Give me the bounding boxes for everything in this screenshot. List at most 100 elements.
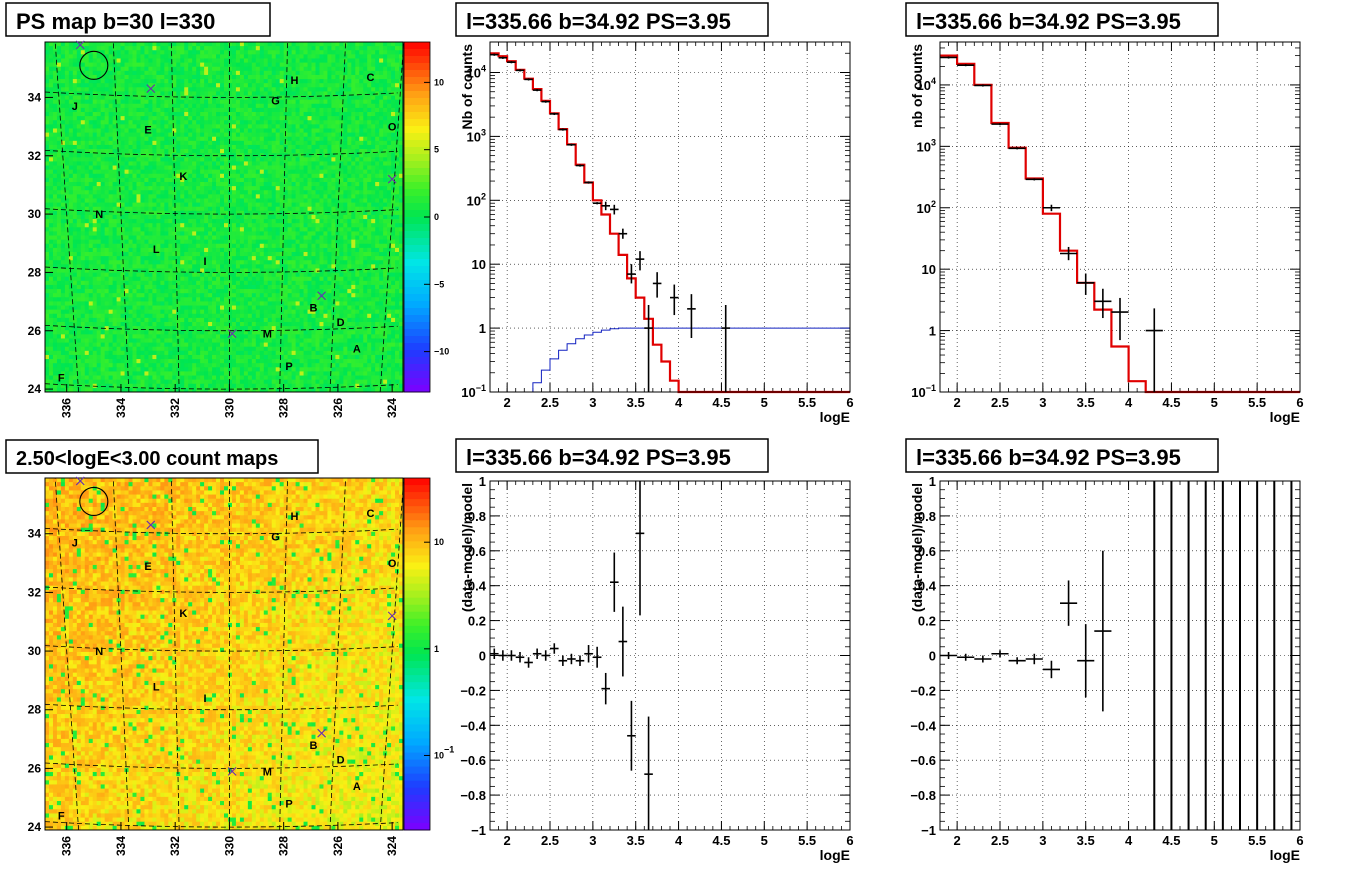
map-pixel [287, 219, 293, 224]
map-pixel [235, 107, 241, 113]
map-pixel [140, 58, 145, 63]
map-pixel [339, 231, 344, 236]
map-pixel [235, 264, 241, 269]
map-pixel [259, 223, 265, 228]
map-pixel [383, 128, 388, 133]
map-pixel [267, 223, 273, 228]
map-pixel [204, 235, 209, 241]
map-pixel [383, 66, 388, 72]
map-pixel [132, 190, 137, 195]
map-pixel [164, 177, 169, 183]
map-pixel [335, 235, 340, 241]
map-pixel [196, 202, 201, 208]
map-pixel [176, 103, 181, 109]
map-pixel [148, 194, 153, 199]
map-pixel [275, 198, 281, 203]
map-pixel [180, 256, 185, 261]
map-pixel [283, 42, 289, 47]
map-pixel [180, 177, 185, 183]
map-pixel [327, 190, 332, 195]
map-pixel [220, 103, 225, 109]
map-pixel [180, 91, 185, 96]
map-pixel [371, 256, 376, 261]
map-pixel [347, 149, 352, 154]
map-pixel [116, 182, 121, 187]
map-pixel [208, 128, 213, 133]
map-pixel [168, 214, 173, 220]
map-pixel [144, 256, 149, 261]
map-pixel [216, 231, 221, 236]
map-pixel [279, 161, 285, 166]
map-pixel [144, 87, 149, 92]
map-pixel [283, 87, 289, 92]
map-pixel [184, 46, 189, 51]
map-pixel [271, 190, 277, 195]
map-pixel [45, 62, 50, 68]
map-pixel [52, 99, 58, 105]
map-pixel [319, 116, 324, 121]
map-pixel [176, 194, 181, 199]
map-pixel [323, 239, 328, 245]
map-pixel [124, 87, 129, 92]
map-pixel [140, 227, 145, 232]
map-pixel [104, 194, 110, 199]
map-pixel [152, 239, 157, 245]
map-pixel [196, 74, 201, 80]
map-pixel [204, 165, 209, 171]
map-pixel [180, 54, 185, 59]
map-pixel [60, 116, 66, 121]
map-pixel [92, 116, 98, 121]
map-pixel [168, 95, 173, 101]
map-pixel [379, 140, 384, 146]
map-pixel [192, 144, 197, 150]
map-pixel [359, 46, 364, 51]
map-pixel [212, 99, 217, 105]
map-pixel [168, 124, 173, 129]
map-pixel [176, 136, 181, 142]
map-pixel [208, 79, 213, 84]
map-pixel [399, 66, 404, 72]
map-pixel [224, 235, 229, 241]
map-pixel [200, 54, 205, 59]
map-pixel [383, 144, 388, 150]
map-pixel [140, 112, 145, 117]
map-pixel [208, 210, 213, 216]
map-pixel [72, 206, 78, 212]
map-pixel [363, 116, 368, 121]
map-pixel [295, 243, 300, 249]
map-pixel [303, 120, 308, 125]
map-pixel [120, 112, 125, 117]
map-pixel [176, 235, 181, 241]
map-pixel [315, 46, 320, 51]
map-pixel [72, 128, 78, 133]
map-pixel [295, 112, 300, 117]
map-pixel [319, 132, 324, 138]
map-pixel [387, 95, 392, 101]
map-pixel [184, 136, 189, 142]
map-pixel [212, 231, 217, 236]
map-pixel [383, 173, 388, 179]
map-pixel [351, 116, 356, 121]
map-pixel [92, 256, 98, 261]
map-pixel [104, 112, 110, 117]
map-pixel [124, 210, 129, 216]
map-pixel [84, 177, 90, 183]
map-pixel [307, 70, 312, 76]
map-pixel [148, 149, 153, 154]
map-pixel [160, 54, 165, 59]
map-pixel [379, 198, 384, 203]
map-pixel [204, 103, 209, 109]
map-pixel [243, 264, 249, 269]
map-pixel [271, 54, 277, 59]
map-pixel [295, 153, 300, 158]
map-pixel [235, 235, 241, 241]
map-pixel [64, 144, 70, 150]
map-pixel [287, 243, 293, 249]
map-pixel [279, 247, 285, 253]
map-pixel [68, 46, 74, 51]
map-pixel [96, 182, 102, 187]
map-pixel [239, 223, 245, 228]
map-pixel [359, 74, 364, 80]
map-pixel [275, 103, 281, 109]
map-pixel [144, 116, 149, 121]
